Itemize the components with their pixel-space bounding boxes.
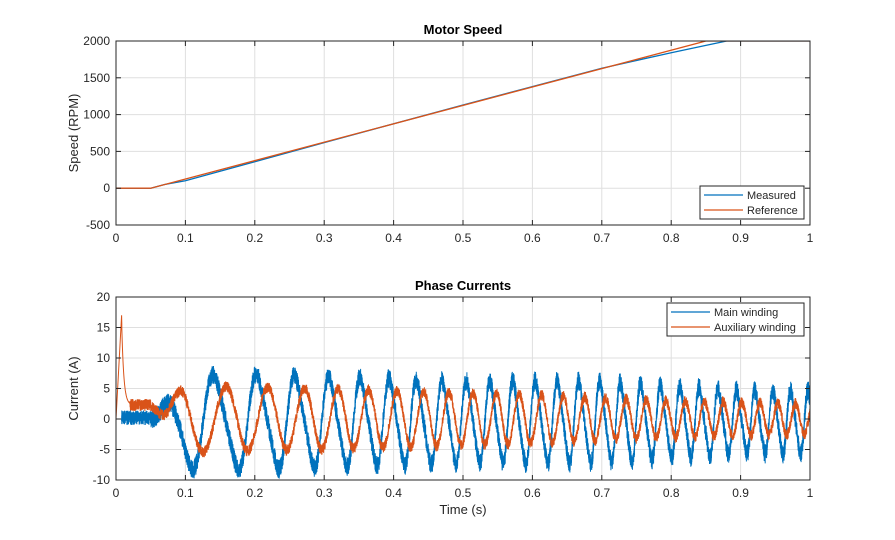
speed-title: Motor Speed: [424, 22, 503, 37]
speed-ylabel: Speed (RPM): [66, 94, 81, 173]
y-tick-label: 2000: [83, 34, 110, 48]
x-tick-label: 0.6: [524, 486, 541, 500]
x-tick-label: 0.8: [663, 231, 680, 245]
speed-legend-box: [699, 185, 805, 220]
current-lines: [116, 315, 810, 479]
current-legend-box: [666, 302, 805, 337]
x-tick-label: 0.4: [385, 486, 402, 500]
y-tick-label: 1000: [83, 108, 110, 122]
current-legend[interactable]: Main winding Auxiliary winding: [666, 302, 805, 337]
y-tick-label: 500: [90, 144, 110, 158]
y-tick-label: 10: [97, 351, 111, 365]
x-tick-label: 0.2: [246, 231, 263, 245]
current-xlabel: Time (s): [439, 502, 486, 517]
y-tick-label: 1500: [83, 71, 110, 85]
y-tick-label: 0: [103, 412, 110, 426]
legend-label-reference: Reference: [747, 205, 798, 217]
x-tick-label: 0.9: [732, 486, 749, 500]
x-tick-label: 0.7: [593, 486, 610, 500]
x-tick-label: 0.6: [524, 231, 541, 245]
y-tick-label: 15: [97, 321, 111, 335]
legend-label-auxiliary-winding: Auxiliary winding: [714, 322, 796, 334]
x-tick-label: 1: [807, 231, 814, 245]
y-tick-label: -5: [99, 443, 110, 457]
x-tick-label: 0.2: [246, 486, 263, 500]
current-ylabel: Current (A): [66, 356, 81, 420]
series-line-main-winding: [116, 365, 810, 479]
x-tick-label: 0.9: [732, 231, 749, 245]
x-tick-label: 0.1: [177, 231, 194, 245]
y-tick-label: 20: [97, 290, 111, 304]
x-tick-label: 0.7: [593, 231, 610, 245]
y-tick-label: -10: [93, 473, 111, 487]
x-tick-label: 0: [113, 231, 120, 245]
current-title: Phase Currents: [415, 278, 511, 293]
legend-label-measured: Measured: [747, 190, 796, 202]
x-tick-label: 0.8: [663, 486, 680, 500]
y-tick-label: -500: [86, 218, 110, 232]
speed-legend[interactable]: Measured Reference: [699, 185, 805, 220]
x-tick-label: 0.5: [455, 231, 472, 245]
series-line-reference: [116, 41, 810, 189]
x-tick-label: 0.5: [455, 486, 472, 500]
x-tick-label: 0.1: [177, 486, 194, 500]
speed-grid: [116, 41, 810, 225]
current-ticks: 0 0.1 0.2 0.3 0.4 0.5 0.6 0.7 0.8 0.9 1 -10 -5 0 5 10 15…: [93, 290, 814, 500]
x-tick-label: 0: [113, 486, 120, 500]
series-line-auxiliary-winding: [116, 315, 810, 458]
x-tick-label: 0.4: [385, 231, 402, 245]
speed-axes: 0 0.1 0.2 0.3 0.4 0.5 0.6 0.7 0.8 0.9 1-5000500100…: [66, 22, 814, 245]
y-tick-label: 5: [103, 382, 110, 396]
legend-label-main-winding: Main winding: [714, 307, 778, 319]
x-tick-label: 1: [807, 486, 814, 500]
x-tick-label: 0.3: [316, 231, 333, 245]
speed-lines: [116, 41, 810, 189]
current-axes: 0 0.1 0.2 0.3 0.4 0.5 0.6 0.7 0.8 0.9 1 -10 -5 0 5 10 15…: [66, 278, 814, 517]
y-tick-label: 0: [103, 181, 110, 195]
x-tick-label: 0.3: [316, 486, 333, 500]
speed-ticks: 0 0.1 0.2 0.3 0.4 0.5 0.6 0.7 0.8 0.9 1-5000500100…: [83, 34, 813, 245]
